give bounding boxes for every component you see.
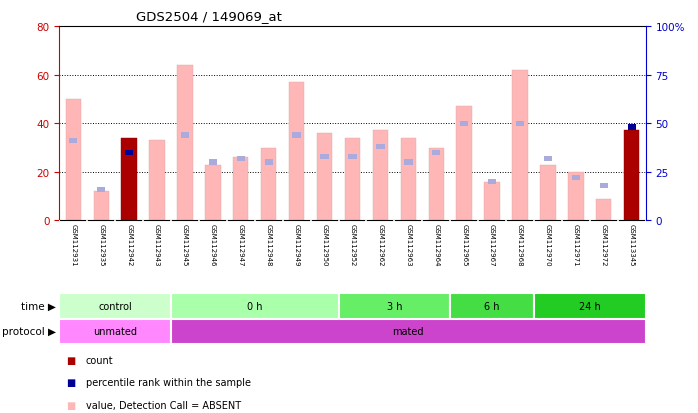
Bar	[69, 139, 77, 144]
Bar	[628, 125, 636, 131]
Text: GSM112931: GSM112931	[70, 223, 76, 266]
Bar	[460, 121, 468, 126]
Bar	[171, 319, 646, 344]
Text: GSM112948: GSM112948	[266, 223, 272, 266]
Text: GDS2504 / 149069_at: GDS2504 / 149069_at	[137, 10, 282, 23]
Text: control: control	[98, 301, 132, 311]
Text: GSM112935: GSM112935	[98, 223, 104, 266]
Text: GSM112965: GSM112965	[461, 223, 467, 266]
Bar	[265, 160, 273, 165]
Bar	[59, 293, 171, 319]
Bar	[456, 107, 472, 221]
Text: 6 h: 6 h	[484, 301, 500, 311]
Text: GSM112971: GSM112971	[573, 223, 579, 266]
Bar	[544, 156, 552, 161]
Text: GSM112942: GSM112942	[126, 223, 132, 266]
Bar	[624, 131, 639, 221]
Bar	[171, 293, 339, 319]
Text: mated: mated	[392, 327, 424, 337]
Bar	[292, 133, 301, 138]
Bar	[233, 158, 248, 221]
Text: count: count	[86, 355, 114, 365]
Bar	[205, 165, 221, 221]
Bar	[568, 173, 584, 221]
Bar	[66, 100, 81, 221]
Text: GSM112945: GSM112945	[182, 223, 188, 266]
Bar	[177, 66, 193, 221]
Text: GSM112943: GSM112943	[154, 223, 160, 266]
Bar	[376, 145, 385, 150]
Text: ■: ■	[66, 377, 75, 387]
Bar	[320, 154, 329, 159]
Bar	[534, 293, 646, 319]
Bar	[596, 199, 611, 221]
Text: GSM112967: GSM112967	[489, 223, 495, 266]
Text: ■: ■	[66, 400, 75, 410]
Bar	[261, 148, 276, 221]
Bar	[94, 192, 109, 221]
Bar	[373, 131, 388, 221]
Bar	[345, 138, 360, 221]
Bar	[121, 138, 137, 221]
Bar	[432, 150, 440, 156]
Text: protocol ▶: protocol ▶	[2, 327, 56, 337]
Bar	[572, 176, 580, 181]
Bar	[488, 180, 496, 185]
Bar	[450, 293, 534, 319]
Text: GSM112968: GSM112968	[517, 223, 523, 266]
Bar	[512, 71, 528, 221]
Text: GSM112962: GSM112962	[378, 223, 383, 266]
Text: GSM112947: GSM112947	[238, 223, 244, 266]
Text: percentile rank within the sample: percentile rank within the sample	[86, 377, 251, 387]
Text: GSM112946: GSM112946	[210, 223, 216, 266]
Bar	[600, 183, 608, 189]
Text: GSM112950: GSM112950	[322, 223, 327, 266]
Text: ■: ■	[66, 355, 75, 365]
Bar	[429, 148, 444, 221]
Text: GSM113345: GSM113345	[629, 223, 634, 266]
Bar	[339, 293, 450, 319]
Bar	[237, 156, 245, 161]
Text: unmated: unmated	[93, 327, 138, 337]
Bar	[404, 160, 413, 165]
Text: 24 h: 24 h	[579, 301, 601, 311]
Bar	[348, 154, 357, 159]
Text: time ▶: time ▶	[21, 301, 56, 311]
Bar	[401, 138, 416, 221]
Bar	[59, 319, 171, 344]
Bar	[209, 160, 217, 165]
Bar	[125, 150, 133, 156]
Bar	[317, 134, 332, 221]
Text: GSM112949: GSM112949	[294, 223, 299, 266]
Text: GSM112970: GSM112970	[545, 223, 551, 266]
Bar	[289, 83, 304, 221]
Text: GSM112964: GSM112964	[433, 223, 439, 266]
Bar	[540, 165, 556, 221]
Text: value, Detection Call = ABSENT: value, Detection Call = ABSENT	[86, 400, 241, 410]
Bar	[516, 121, 524, 126]
Text: GSM112963: GSM112963	[406, 223, 411, 266]
Bar	[149, 141, 165, 221]
Text: GSM112952: GSM112952	[350, 223, 355, 266]
Bar	[181, 133, 189, 138]
Bar	[97, 187, 105, 192]
Text: 0 h: 0 h	[247, 301, 262, 311]
Bar	[484, 182, 500, 221]
Text: GSM112972: GSM112972	[601, 223, 607, 266]
Text: 3 h: 3 h	[387, 301, 402, 311]
